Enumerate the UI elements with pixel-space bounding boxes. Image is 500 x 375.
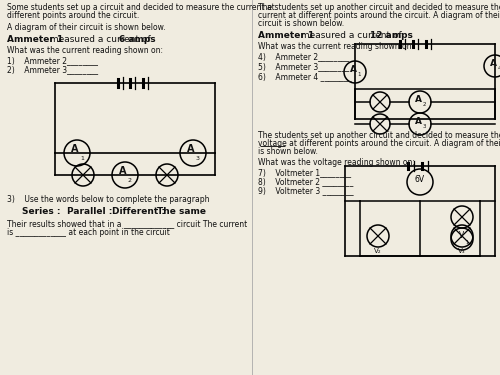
Text: The students set up another circuit and decided to measure the: The students set up another circuit and … bbox=[258, 3, 500, 12]
Text: A diagram of their circuit is shown below.: A diagram of their circuit is shown belo… bbox=[7, 23, 166, 32]
Text: voltage at different points around the circuit. A diagram of their circuit: voltage at different points around the c… bbox=[258, 139, 500, 148]
Text: Parallel :: Parallel : bbox=[67, 207, 112, 216]
Text: 3: 3 bbox=[196, 156, 200, 160]
Text: 6)    Ammeter 4 ________: 6) Ammeter 4 ________ bbox=[258, 72, 352, 81]
Text: Some students set up a circuit and decided to measure the current at: Some students set up a circuit and decid… bbox=[7, 3, 275, 12]
Text: 5)    Ammeter 3________: 5) Ammeter 3________ bbox=[258, 62, 349, 71]
Text: 1: 1 bbox=[80, 156, 84, 160]
Text: 2: 2 bbox=[128, 177, 132, 183]
Text: 3: 3 bbox=[422, 124, 426, 129]
Text: 4: 4 bbox=[497, 66, 500, 72]
Text: 12 amps: 12 amps bbox=[370, 31, 413, 40]
Text: 1: 1 bbox=[357, 72, 361, 78]
Text: V₃: V₃ bbox=[458, 248, 466, 254]
Text: 9)    Voltmeter 3 ________: 9) Voltmeter 3 ________ bbox=[258, 186, 354, 195]
Text: A: A bbox=[490, 58, 496, 68]
Text: A: A bbox=[72, 144, 79, 154]
Text: V: V bbox=[460, 231, 464, 240]
Text: 3)    Use the words below to complete the paragraph: 3) Use the words below to complete the p… bbox=[7, 195, 209, 204]
Text: 8)    Voltmeter 2 ________: 8) Voltmeter 2 ________ bbox=[258, 177, 354, 186]
Text: measured a current of: measured a current of bbox=[47, 35, 154, 44]
Text: The same: The same bbox=[157, 207, 206, 216]
Text: current at different points around the circuit. A diagram of their: current at different points around the c… bbox=[258, 11, 500, 20]
Text: A: A bbox=[187, 144, 195, 154]
Text: What was the current reading shown on:: What was the current reading shown on: bbox=[7, 46, 163, 55]
Text: 6V: 6V bbox=[415, 174, 425, 183]
Text: 4)    Ammeter 2________: 4) Ammeter 2________ bbox=[258, 52, 349, 61]
Text: 2)    Ammeter 3________: 2) Ammeter 3________ bbox=[7, 65, 98, 74]
Text: is shown below.: is shown below. bbox=[258, 147, 318, 156]
Text: 1)    Ammeter 2________: 1) Ammeter 2________ bbox=[7, 56, 98, 65]
Text: 7)    Voltmeter 1________: 7) Voltmeter 1________ bbox=[258, 168, 351, 177]
Text: circuit is shown below.: circuit is shown below. bbox=[258, 19, 344, 28]
Text: Ammeter 1: Ammeter 1 bbox=[7, 35, 63, 44]
Text: Their results showed that in a _____________ circuit The current: Their results showed that in a _________… bbox=[7, 219, 247, 228]
Text: Different :: Different : bbox=[112, 207, 165, 216]
Text: is _____________ at each point in the circuit: is _____________ at each point in the ci… bbox=[7, 228, 170, 237]
Text: A: A bbox=[414, 117, 422, 126]
Text: A: A bbox=[350, 64, 356, 74]
Text: 2: 2 bbox=[422, 102, 426, 108]
Text: What was the current reading shown on:: What was the current reading shown on: bbox=[258, 42, 414, 51]
Text: different points around the circuit.: different points around the circuit. bbox=[7, 11, 139, 20]
Text: A: A bbox=[414, 94, 422, 104]
Text: V₂: V₂ bbox=[374, 248, 382, 254]
Text: The students set up another circuit and decided to measure the: The students set up another circuit and … bbox=[258, 131, 500, 140]
Text: What was the voltage reading shown on:: What was the voltage reading shown on: bbox=[258, 158, 415, 167]
Text: 1: 1 bbox=[466, 240, 468, 244]
Text: 6 amps: 6 amps bbox=[119, 35, 156, 44]
Text: measured a current of: measured a current of bbox=[298, 31, 405, 40]
Text: Ammeter 1: Ammeter 1 bbox=[258, 31, 314, 40]
Text: A: A bbox=[120, 166, 127, 176]
Text: Series :: Series : bbox=[22, 207, 60, 216]
